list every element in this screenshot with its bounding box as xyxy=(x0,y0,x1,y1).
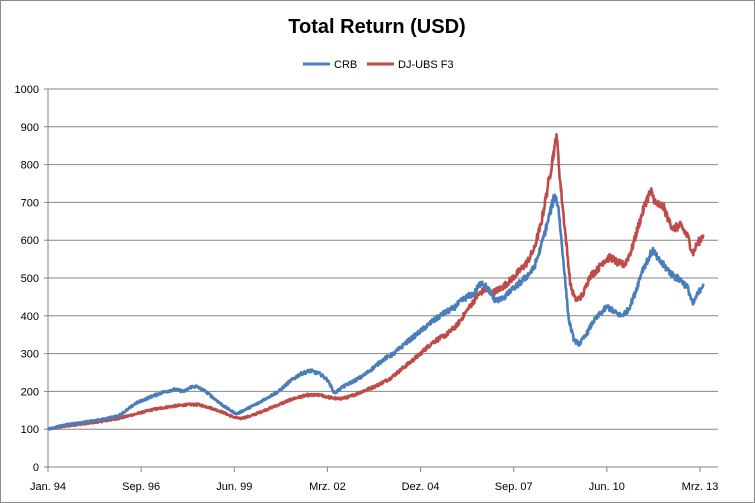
y-tick-label: 200 xyxy=(21,386,39,398)
series xyxy=(47,133,705,431)
x-tick-label: Jun. 99 xyxy=(216,481,252,493)
series-line-crb xyxy=(47,193,705,431)
gridlines xyxy=(48,88,718,430)
x-tick-label: Sep. 07 xyxy=(495,481,533,493)
y-tick-label: 100 xyxy=(21,424,39,436)
y-tick-label: 300 xyxy=(21,349,39,361)
series-line-djubs-f3 xyxy=(47,133,705,431)
legend: CRB DJ-UBS F3 xyxy=(303,59,454,71)
y-axis: 0 100 200 300 400 500 600 700 800 900 1000 xyxy=(15,84,49,474)
legend-label-djubs: DJ-UBS F3 xyxy=(398,59,454,71)
y-tick-label: 0 xyxy=(33,462,39,474)
y-tick-label: 700 xyxy=(21,197,39,209)
chart-title: Total Return (USD) xyxy=(288,16,465,38)
x-tick-label: Jun. 10 xyxy=(589,481,625,493)
x-tick-label: Jan. 94 xyxy=(30,481,66,493)
y-tick-label: 400 xyxy=(21,311,39,323)
x-tick-label: Mrz. 13 xyxy=(682,481,719,493)
y-tick-label: 600 xyxy=(21,235,39,247)
y-tick-label: 900 xyxy=(21,122,39,134)
x-tick-label: Mrz. 02 xyxy=(309,481,346,493)
x-axis: Jan. 94 Sep. 96 Jun. 99 Mrz. 02 Dez. 04 Sep. … xyxy=(30,466,719,493)
x-tick-label: Sep. 96 xyxy=(122,481,160,493)
y-tick-label: 1000 xyxy=(15,84,39,96)
x-tick-label: Dez. 04 xyxy=(402,481,440,493)
y-tick-label: 800 xyxy=(21,160,39,172)
y-tick-label: 500 xyxy=(21,273,39,285)
legend-label-crb: CRB xyxy=(334,59,357,71)
